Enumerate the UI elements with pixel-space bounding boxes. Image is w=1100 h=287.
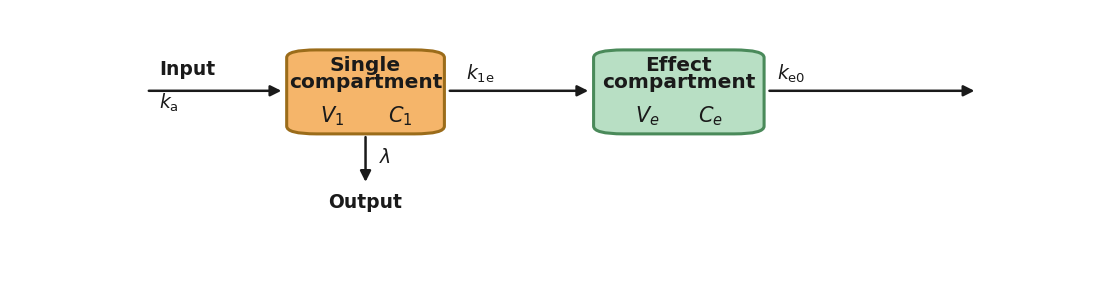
Text: compartment: compartment — [602, 73, 756, 92]
Text: $k_\mathrm{e0}$: $k_\mathrm{e0}$ — [777, 63, 805, 85]
Text: $V_{1}$: $V_{1}$ — [320, 104, 344, 128]
Text: $V_{e}$: $V_{e}$ — [635, 104, 660, 128]
Text: Effect: Effect — [646, 55, 712, 75]
Text: $k_\mathrm{a}$: $k_\mathrm{a}$ — [158, 92, 178, 114]
Text: Single: Single — [330, 55, 402, 75]
Text: $C_{e}$: $C_{e}$ — [697, 104, 723, 128]
FancyBboxPatch shape — [594, 50, 764, 134]
Text: $C_{1}$: $C_{1}$ — [388, 104, 412, 128]
FancyBboxPatch shape — [287, 50, 444, 134]
Text: Input: Input — [158, 60, 214, 79]
Text: $\lambda$: $\lambda$ — [378, 148, 390, 166]
Text: compartment: compartment — [289, 73, 442, 92]
Text: $k_\mathrm{1e}$: $k_\mathrm{1e}$ — [465, 63, 494, 85]
Text: Output: Output — [329, 193, 403, 212]
